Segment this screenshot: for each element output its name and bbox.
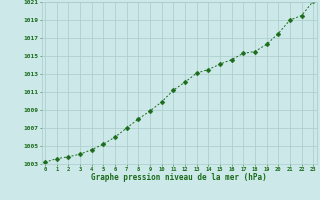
- X-axis label: Graphe pression niveau de la mer (hPa): Graphe pression niveau de la mer (hPa): [91, 173, 267, 182]
